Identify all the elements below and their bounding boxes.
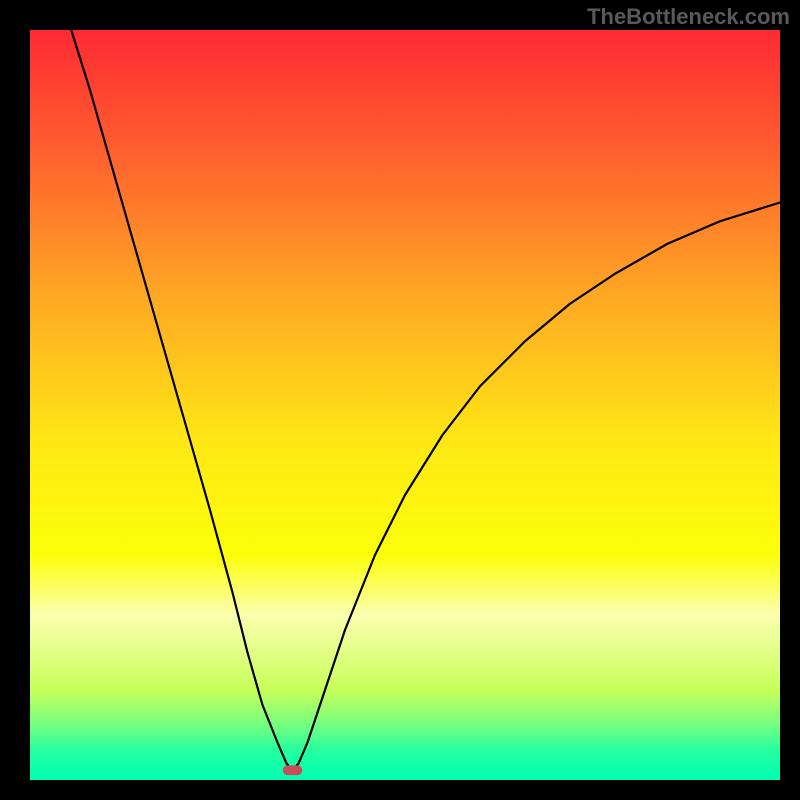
watermark-text: TheBottleneck.com — [587, 4, 790, 30]
gradient-background — [30, 30, 780, 780]
plot-area — [30, 30, 780, 780]
chart-svg — [30, 30, 780, 780]
minimum-marker — [283, 765, 303, 775]
chart-container: TheBottleneck.com — [0, 0, 800, 800]
